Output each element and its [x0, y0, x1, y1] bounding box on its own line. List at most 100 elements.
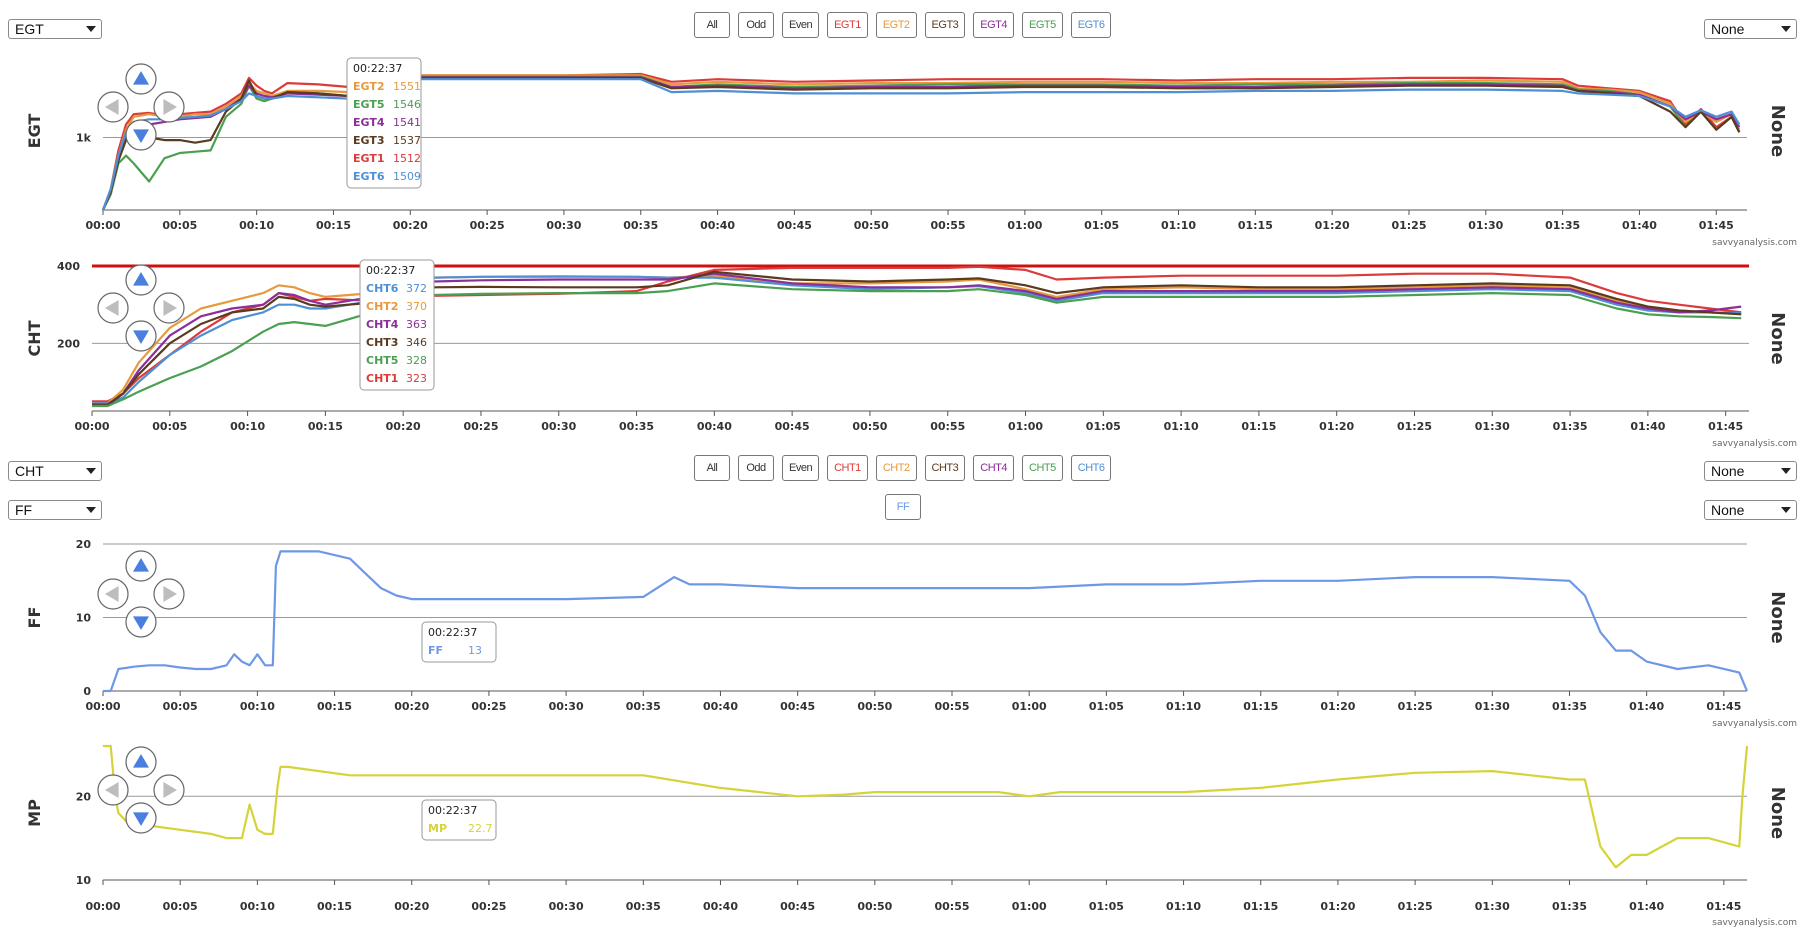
ff-x-tick-label: 01:25 — [1398, 700, 1433, 713]
ff-parameter-select[interactable]: FF — [8, 500, 102, 520]
ff-right-axis-select-value: None — [1711, 502, 1745, 518]
cht-x-tick-label: 01:20 — [1319, 420, 1354, 433]
cht-button-cht6[interactable]: CHT6 — [1070, 455, 1112, 481]
mp-x-tick-label: 01:30 — [1475, 900, 1510, 913]
cht-y-tick-label: 400 — [57, 260, 80, 273]
cht-button-odd[interactable]: Odd — [738, 455, 774, 481]
egt-right-axis-select[interactable]: None — [1704, 19, 1797, 39]
ff-right-axis-select[interactable]: None — [1704, 500, 1797, 520]
egt-x-tick-label: 01:05 — [1084, 219, 1119, 232]
mp-x-tick-label: 01:05 — [1089, 900, 1124, 913]
mp-x-tick-label: 01:35 — [1552, 900, 1587, 913]
ff-x-tick-label: 00:30 — [549, 700, 584, 713]
mp-x-tick-label: 00:10 — [240, 900, 275, 913]
egt-y-tick-label: 1k — [76, 131, 92, 144]
cht-x-tick-label: 01:25 — [1397, 420, 1432, 433]
ff-button-ff[interactable]: FF — [885, 494, 921, 520]
cht-button-even[interactable]: Even — [782, 455, 820, 481]
ff-series-buttons: FF — [885, 494, 921, 520]
cht-x-tick-label: 01:30 — [1475, 420, 1510, 433]
egt-x-tick-label: 01:45 — [1699, 219, 1734, 232]
mp-right-axis-label: None — [1767, 787, 1788, 839]
ff-tooltip-series-name: FF — [428, 644, 443, 657]
egt-button-egt5[interactable]: EGT5 — [1022, 12, 1063, 38]
egt-tooltip-series-value: 1546 — [393, 98, 421, 111]
ff-x-tick-label: 01:40 — [1629, 700, 1664, 713]
ff-tooltip — [421, 621, 497, 663]
cht-x-tick-label: 00:15 — [308, 420, 343, 433]
egt-x-tick-label: 00:00 — [85, 219, 120, 232]
chevron-down-icon — [133, 616, 149, 630]
ff-x-tick-label: 01:10 — [1166, 700, 1201, 713]
mp-x-tick-label: 01:40 — [1629, 900, 1664, 913]
mp-x-tick-label: 00:45 — [780, 900, 815, 913]
ff-x-tick-label: 01:15 — [1243, 700, 1278, 713]
egt-x-tick-label: 01:35 — [1545, 219, 1580, 232]
cht-tooltip-time: 00:22:37 — [366, 264, 415, 277]
cht-button-cht5[interactable]: CHT5 — [1022, 455, 1063, 481]
egt-parameter-select[interactable]: EGT — [8, 19, 102, 39]
ff-x-tick-label: 01:20 — [1320, 700, 1355, 713]
cht-x-tick-label: 00:20 — [386, 420, 421, 433]
cht-x-tick-label: 01:00 — [1008, 420, 1043, 433]
cht-x-tick-label: 00:25 — [463, 420, 498, 433]
chevron-up-icon — [133, 272, 149, 286]
egt-button-egt1[interactable]: EGT1 — [827, 12, 868, 38]
mp-x-tick-label: 00:25 — [471, 900, 506, 913]
cht-x-tick-label: 00:50 — [852, 420, 887, 433]
egt-x-tick-label: 01:10 — [1161, 219, 1196, 232]
egt-x-tick-label: 00:50 — [854, 219, 889, 232]
cht-button-cht4[interactable]: CHT4 — [973, 455, 1015, 481]
mp-x-tick-label: 01:20 — [1320, 900, 1355, 913]
chevron-down-icon — [86, 468, 96, 474]
cht-button-cht2[interactable]: CHT2 — [875, 455, 917, 481]
chevron-down-icon — [86, 507, 96, 513]
cht-right-axis-select[interactable]: None — [1704, 461, 1797, 481]
egt-tooltip-series-name: EGT2 — [353, 80, 385, 93]
cht-parameter-select[interactable]: CHT — [8, 461, 102, 481]
cht-x-tick-label: 01:15 — [1241, 420, 1276, 433]
ff-y-tick-label: 0 — [83, 685, 91, 698]
chevron-down-icon — [1781, 26, 1791, 32]
cht-x-tick-label: 01:35 — [1553, 420, 1588, 433]
cht-button-all[interactable]: All — [694, 455, 730, 481]
egt-button-egt4[interactable]: EGT4 — [973, 12, 1015, 38]
cht-button-cht1[interactable]: CHT1 — [827, 455, 868, 481]
egt-button-egt6[interactable]: EGT6 — [1070, 12, 1112, 38]
chevron-right-icon — [163, 586, 177, 602]
cht-series-cht2 — [92, 274, 1742, 405]
cht-y-axis-label: CHT — [25, 320, 44, 356]
mp-x-tick-label: 01:25 — [1398, 900, 1433, 913]
cht-x-tick-label: 00:05 — [152, 420, 187, 433]
ff-y-tick-label: 20 — [76, 538, 92, 551]
egt-button-even[interactable]: Even — [782, 12, 820, 38]
cht-series-cht4 — [92, 272, 1742, 406]
egt-site-credit: savvyanalysis.com — [1712, 238, 1797, 248]
ff-x-tick-label: 01:00 — [1012, 700, 1047, 713]
cht-tooltip-series-name: CHT6 — [366, 282, 399, 295]
cht-tooltip-series-value: 323 — [406, 372, 427, 385]
chevron-left-icon — [105, 782, 119, 798]
ff-x-tick-label: 01:35 — [1552, 700, 1587, 713]
ff-x-tick-label: 01:45 — [1706, 700, 1741, 713]
cht-series-buttons: All Odd Even CHT1 CHT2 CHT3 CHT4 CHT5 CHT6 — [694, 455, 1112, 481]
egt-x-tick-label: 01:25 — [1391, 219, 1426, 232]
mp-x-tick-label: 00:15 — [317, 900, 352, 913]
cht-tooltip-series-value: 363 — [406, 318, 427, 331]
cht-button-cht3[interactable]: CHT3 — [924, 455, 966, 481]
cht-tooltip-series-value: 328 — [406, 354, 427, 367]
egt-button-egt2[interactable]: EGT2 — [875, 12, 917, 38]
cht-right-axis-select-value: None — [1711, 463, 1745, 479]
chevron-right-icon — [163, 99, 177, 115]
cht-x-tick-label: 01:05 — [1086, 420, 1121, 433]
cht-y-tick-label: 200 — [57, 337, 80, 350]
ff-x-tick-label: 00:15 — [317, 700, 352, 713]
mp-tooltip-series-name: MP — [428, 822, 447, 835]
mp-tooltip — [421, 799, 497, 841]
egt-button-all[interactable]: All — [694, 12, 730, 38]
ff-y-axis-label: FF — [25, 607, 44, 629]
chevron-right-icon — [163, 300, 177, 316]
egt-button-odd[interactable]: Odd — [738, 12, 774, 38]
chevron-up-icon — [133, 558, 149, 572]
egt-button-egt3[interactable]: EGT3 — [924, 12, 966, 38]
